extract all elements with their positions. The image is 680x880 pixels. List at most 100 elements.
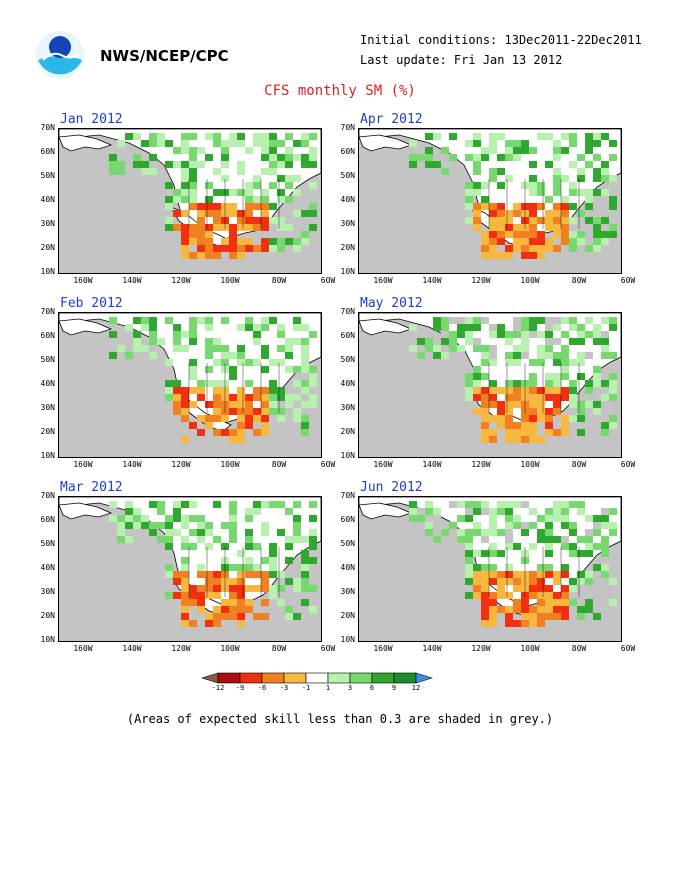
anomaly-cell: [457, 536, 465, 543]
anomaly-cell: [269, 359, 277, 366]
anomaly-cell: [293, 154, 301, 161]
anomaly-cell: [561, 415, 569, 422]
anomaly-cell: [409, 508, 417, 515]
anomaly-cell: [521, 331, 529, 338]
anomaly-cell: [577, 175, 585, 182]
anomaly-cell: [585, 147, 593, 154]
anomaly-cell: [585, 331, 593, 338]
anomaly-cell: [601, 380, 609, 387]
anomaly-cell: [561, 175, 569, 182]
anomaly-cell: [457, 317, 465, 324]
anomaly-cell: [181, 536, 189, 543]
anomaly-cell: [593, 189, 601, 196]
anomaly-cell: [545, 345, 553, 352]
anomaly-cell: [117, 168, 125, 175]
anomaly-cell: [269, 585, 277, 592]
anomaly-cell: [221, 352, 229, 359]
anomaly-cell: [481, 154, 489, 161]
anomaly-cell: [237, 387, 245, 394]
anomaly-cell: [237, 578, 245, 585]
lat-label: 60N: [340, 515, 355, 524]
anomaly-cell: [449, 133, 457, 140]
anomaly-cell: [489, 168, 497, 175]
anomaly-cell: [197, 536, 205, 543]
anomaly-cell: [529, 394, 537, 401]
anomaly-cell: [561, 133, 569, 140]
map-svg: [359, 313, 621, 443]
anomaly-cell: [569, 529, 577, 536]
anomaly-cell: [409, 140, 417, 147]
anomaly-cell: [489, 529, 497, 536]
anomaly-cell: [261, 522, 269, 529]
anomaly-cell: [593, 217, 601, 224]
anomaly-cell: [301, 387, 309, 394]
colorbar-swatch: [261, 672, 285, 684]
anomaly-cell: [309, 557, 317, 564]
anomaly-cell: [197, 147, 205, 154]
anomaly-cell: [545, 613, 553, 620]
anomaly-cell: [253, 429, 261, 436]
anomaly-cell: [601, 189, 609, 196]
anomaly-cell: [229, 203, 237, 210]
anomaly-cell: [489, 436, 497, 443]
anomaly-cell: [465, 515, 473, 522]
colorbar-swatch: [415, 672, 434, 684]
anomaly-cell: [417, 154, 425, 161]
anomaly-cell: [277, 161, 285, 168]
anomaly-cell: [481, 606, 489, 613]
anomaly-cell: [585, 380, 593, 387]
anomaly-cell: [481, 182, 489, 189]
anomaly-cell: [497, 571, 505, 578]
anomaly-cell: [173, 515, 181, 522]
anomaly-cell: [301, 557, 309, 564]
anomaly-cell: [529, 585, 537, 592]
anomaly-cell: [157, 338, 165, 345]
anomaly-cell: [577, 415, 585, 422]
anomaly-cell: [245, 564, 253, 571]
anomaly-cell: [537, 613, 545, 620]
anomaly-cell: [481, 203, 489, 210]
anomaly-cell: [293, 380, 301, 387]
anomaly-cell: [553, 182, 561, 189]
anomaly-cell: [301, 401, 309, 408]
lon-label: 160W: [73, 644, 93, 653]
anomaly-cell: [569, 317, 577, 324]
anomaly-cell: [301, 359, 309, 366]
anomaly-cell: [197, 529, 205, 536]
anomaly-cell: [293, 324, 301, 331]
anomaly-cell: [213, 613, 221, 620]
anomaly-cell: [609, 224, 617, 231]
anomaly-cell: [497, 331, 505, 338]
anomaly-cell: [489, 543, 497, 550]
lat-label: 30N: [40, 587, 55, 596]
anomaly-cell: [553, 168, 561, 175]
anomaly-cell: [197, 387, 205, 394]
anomaly-cell: [521, 140, 529, 147]
anomaly-cell: [545, 394, 553, 401]
anomaly-cell: [229, 436, 237, 443]
anomaly-cell: [261, 366, 269, 373]
anomaly-cell: [609, 196, 617, 203]
anomaly-cell: [609, 203, 617, 210]
anomaly-cell: [109, 154, 117, 161]
anomaly-cell: [513, 324, 521, 331]
anomaly-cell: [237, 217, 245, 224]
anomaly-cell: [221, 154, 229, 161]
lon-label: 60W: [320, 460, 336, 469]
anomaly-cell: [561, 196, 569, 203]
anomaly-cell: [237, 401, 245, 408]
anomaly-cell: [529, 571, 537, 578]
anomaly-cell: [237, 415, 245, 422]
anomaly-cell: [253, 217, 261, 224]
colorbar-label: -9: [235, 684, 245, 692]
anomaly-cell: [181, 613, 189, 620]
anomaly-cell: [593, 224, 601, 231]
lon-label: 100W: [220, 276, 240, 285]
anomaly-cell: [221, 613, 229, 620]
anomaly-cell: [293, 415, 301, 422]
anomaly-cell: [545, 217, 553, 224]
anomaly-cell: [229, 189, 237, 196]
anomaly-cell: [181, 238, 189, 245]
anomaly-cell: [545, 564, 553, 571]
anomaly-cell: [473, 189, 481, 196]
